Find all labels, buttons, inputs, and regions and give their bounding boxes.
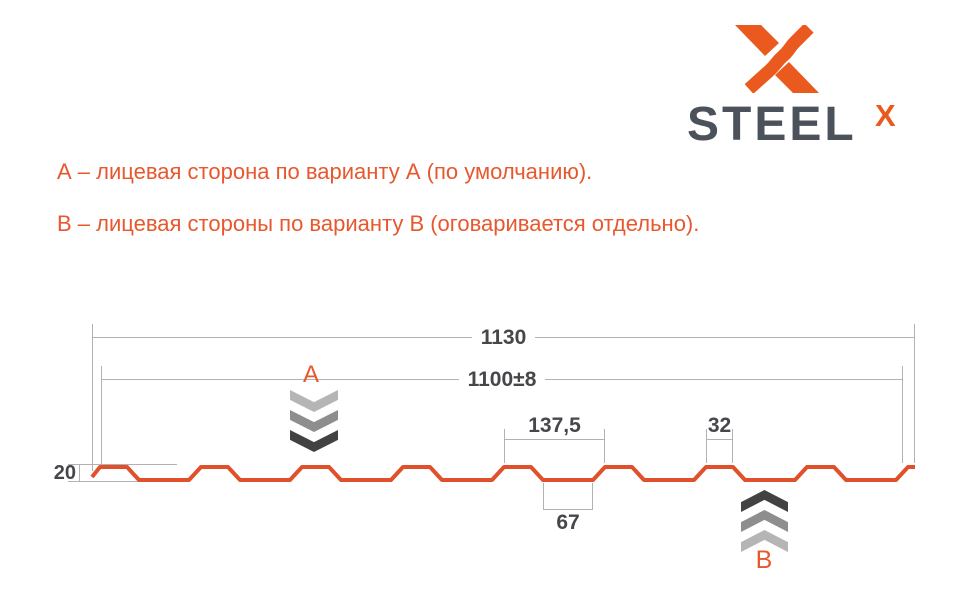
working-width-label: 1100±8 [101, 369, 903, 390]
dimension-extension-line [902, 366, 903, 463]
dimension-tick [79, 464, 80, 482]
rib-pitch-label: 137,5 [528, 414, 581, 437]
dimension-line [706, 439, 733, 440]
dimension-extension-line [543, 483, 544, 510]
variant-a-letter: A [302, 361, 319, 388]
dimension-extension-line [68, 481, 177, 482]
dimension-line [504, 439, 605, 440]
dimension-extension-line [732, 429, 733, 463]
dimension-extension-line [914, 324, 915, 463]
rib-top-label: 32 [707, 414, 732, 437]
dimension-extension-line [706, 429, 707, 463]
variant-b-letter: B [755, 546, 773, 574]
logo-x-mark-icon [735, 25, 819, 93]
brand-x-sup: X [875, 98, 896, 133]
overall-width-label: 1130 [92, 327, 915, 348]
valley-label: 67 [556, 511, 580, 534]
note-variant-b: В – лицевая стороны по варианту В (огова… [57, 211, 700, 236]
dimension-extension-line [92, 324, 93, 471]
brand-text: STEEL [687, 98, 857, 151]
dimension-extension-line [101, 366, 102, 465]
dimension-extension-line [68, 464, 177, 465]
profile-height-label: 20 [53, 462, 76, 484]
dimension-line [543, 509, 593, 510]
dimension-extension-line [592, 483, 593, 510]
dimension-extension-line [504, 429, 505, 463]
dimension-extension-line [604, 429, 605, 463]
profile-outline [90, 465, 915, 482]
note-variant-a: А – лицевая сторона по варианту А (по ум… [57, 159, 593, 184]
